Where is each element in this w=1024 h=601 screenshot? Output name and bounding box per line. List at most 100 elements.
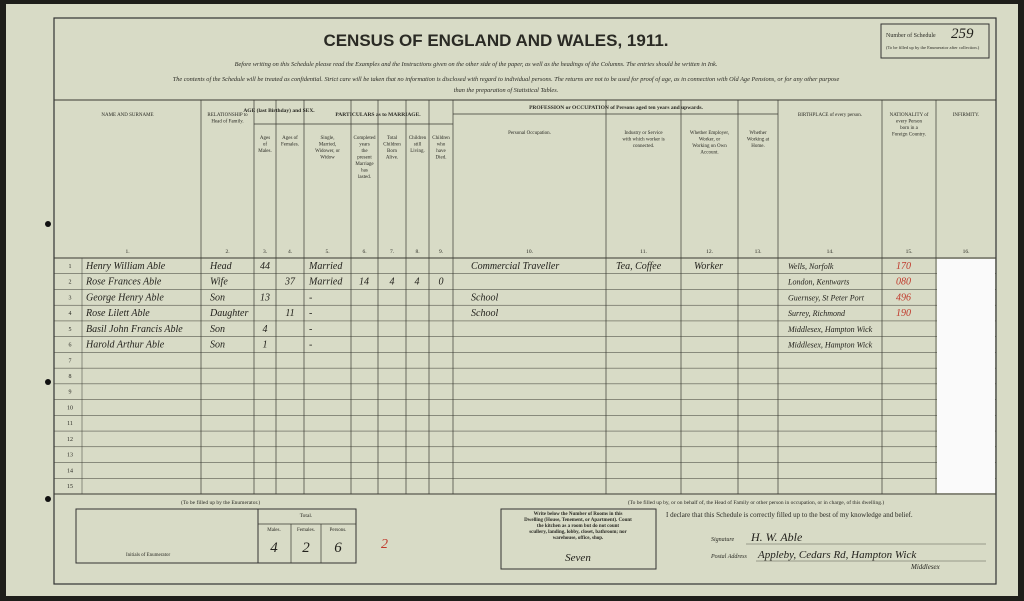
cell-name: George Henry Able: [86, 292, 164, 303]
punch-hole: [45, 221, 51, 227]
cell-age-male: 4: [263, 324, 268, 335]
column-number: 6.: [362, 249, 367, 255]
row-number: 2: [69, 280, 72, 286]
column-title: Children who have Died.: [432, 136, 450, 161]
column-title: NAME AND SURNAME: [101, 113, 153, 118]
punch-hole: [45, 496, 51, 502]
cell-employer: Worker: [694, 261, 723, 272]
cell-birthplace: Wells, Norfolk: [788, 262, 834, 271]
label-persons: Persons.: [330, 528, 347, 533]
total-label: Total.: [300, 513, 313, 519]
cell-code: 190: [896, 308, 911, 319]
cell-birthplace: London, Kentwarts: [787, 278, 849, 287]
column-title: Ages of Females.: [281, 136, 299, 148]
column-title: INFIRMITY.: [953, 113, 979, 118]
cell-age-male: 1: [263, 340, 268, 351]
column-number: 3.: [263, 249, 268, 255]
form-drawing: CENSUS OF ENGLAND AND WALES, 1911. Befor…: [45, 17, 997, 585]
cell-occupation: Commercial Traveller: [471, 261, 559, 272]
cell-relationship: Son: [210, 340, 225, 351]
cell-age-male: 44: [260, 261, 270, 272]
row-number: 3: [69, 295, 72, 301]
red-mark: 2: [381, 537, 388, 552]
column-title: Total Children Born Alive.: [383, 136, 401, 161]
cell-birthplace: Guernsey, St Peter Port: [788, 293, 865, 302]
cell-marriage: -: [309, 292, 312, 303]
cell-marriage: Married: [308, 261, 343, 272]
cell-born: 4: [390, 277, 395, 288]
cell-code: 170: [896, 261, 911, 272]
column-title: Whether Employer, Worker, or Working on Ow…: [690, 131, 729, 156]
column-number: 14.: [827, 249, 835, 255]
totals-box: [257, 508, 357, 564]
cell-marriage: -: [309, 308, 312, 319]
outer-frame: [53, 17, 997, 585]
row-number: 14: [67, 468, 73, 474]
cell-age-male: 13: [260, 292, 270, 303]
cell-industry: Tea, Coffee: [616, 261, 662, 272]
schedule-note: (To be filled up by the Enumerator after…: [886, 45, 980, 50]
initials-label: Initials of Enumerator: [126, 553, 170, 558]
column-title: Completed years the present Marriage has laste…: [354, 136, 376, 180]
row-number: 7: [69, 358, 72, 364]
column-number: 7.: [390, 249, 395, 255]
signature: H. W. Able: [750, 530, 803, 544]
column-title: Ages of Males.: [258, 136, 271, 154]
address-2: Middlesex: [910, 563, 941, 571]
column-number: 4.: [288, 249, 293, 255]
column-title: Personal Occupation.: [508, 131, 551, 136]
column-number: 2.: [225, 249, 230, 255]
address: Appleby, Cedars Rd, Hampton Wick: [757, 549, 917, 561]
group-header: PROFESSION or OCCUPATION of Persons aged…: [529, 105, 703, 111]
schedule-number: 259: [951, 26, 974, 42]
cell-relationship: Son: [210, 292, 225, 303]
blank-area: [937, 259, 995, 493]
cell-occupation: School: [471, 292, 498, 303]
rooms: Seven: [565, 552, 591, 564]
schedule-label: Number of Schedule: [886, 32, 936, 39]
cell-living: 4: [415, 277, 420, 288]
row-number: 12: [67, 437, 73, 443]
cell-age-female: 37: [284, 277, 296, 288]
column-title: RELATIONSHIP to Head of Family.: [207, 113, 248, 125]
cell-occupation: School: [471, 308, 498, 319]
row-number: 4: [69, 311, 72, 317]
column-number: 1.: [125, 249, 130, 255]
cell-code: 080: [896, 277, 911, 288]
cell-birthplace: Middlesex, Hampton Wick: [787, 341, 873, 350]
cell-birthplace: Middlesex, Hampton Wick: [787, 325, 873, 334]
cell-age-female: 11: [285, 308, 294, 319]
footer-title: (To be filled up by the Enumerator.): [181, 499, 260, 506]
cell-name: Henry William Able: [85, 261, 166, 272]
enumerator-box: [75, 508, 357, 564]
column-title: NATIONALITY of every Person born in a Forei…: [890, 113, 929, 138]
declaration: I declare that this Schedule is correctl…: [666, 511, 913, 519]
total-males: 4: [270, 540, 278, 556]
column-title: Single, Married, Widower, or Widow: [315, 136, 340, 161]
cell-relationship: Son: [210, 324, 225, 335]
rooms-box: [500, 508, 657, 570]
column-number: 11.: [640, 249, 647, 255]
cell-name: Harold Arthur Able: [85, 340, 165, 351]
cell-code: 496: [896, 292, 911, 303]
column-number: 9.: [439, 249, 444, 255]
row-number: 15: [67, 484, 73, 490]
column-number: 8.: [415, 249, 420, 255]
cell-name: Rose Frances Able: [85, 277, 162, 288]
column-title: Whether Working at Home.: [747, 131, 770, 149]
cell-relationship: Head: [209, 261, 233, 272]
cell-relationship: Wife: [210, 277, 228, 288]
cell-marriage: -: [309, 340, 312, 351]
punch-hole: [45, 379, 51, 385]
cell-relationship: Daughter: [209, 308, 248, 319]
cell-name: Basil John Francis Able: [86, 324, 183, 335]
signature-label: Signature: [711, 537, 734, 543]
label-females: Females.: [297, 528, 315, 533]
head-title: (To be filled up by, or on behalf of, th…: [628, 499, 885, 506]
title: CENSUS OF ENGLAND AND WALES, 1911.: [323, 31, 668, 50]
row-number: 1: [69, 264, 72, 270]
row-number: 11: [67, 421, 73, 427]
cell-marriage: Married: [308, 277, 343, 288]
instruction: The contents of the Schedule will be tre…: [173, 76, 840, 83]
group-header: AGE (last Birthday) and SEX.: [243, 107, 315, 114]
